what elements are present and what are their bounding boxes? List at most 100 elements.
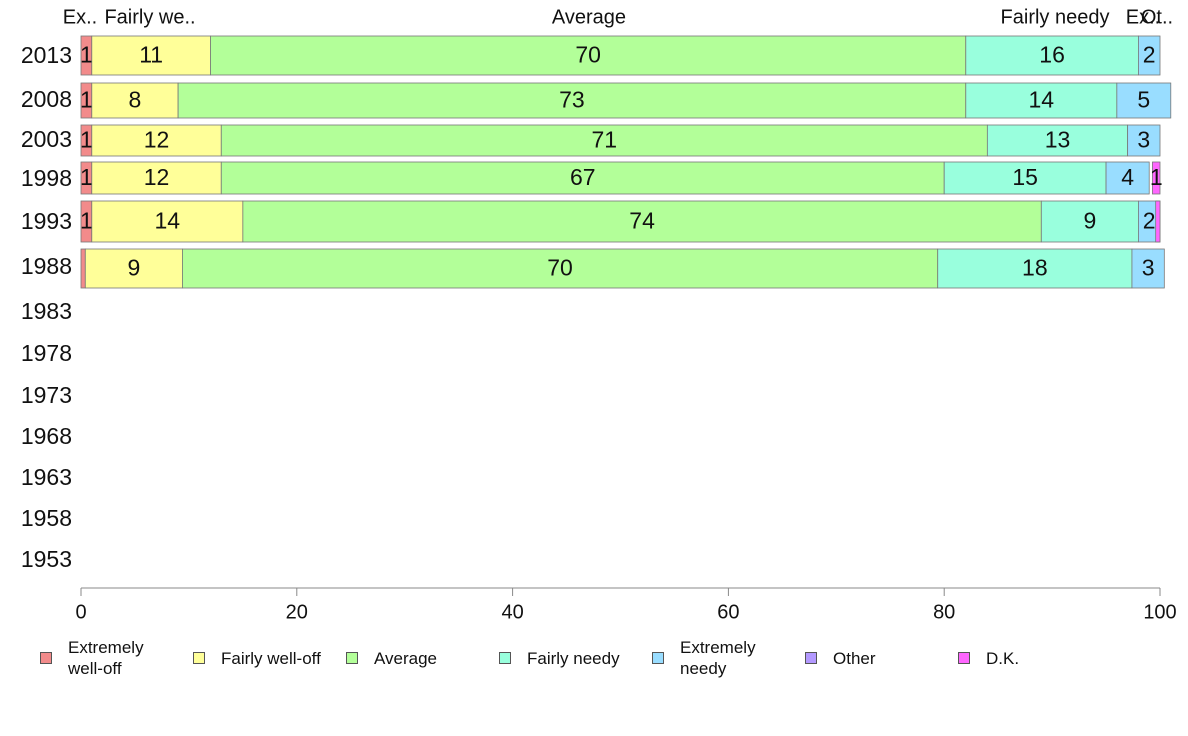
y-tick-label: 1968 <box>21 423 72 449</box>
legend-item: Extremely needy <box>652 636 756 680</box>
stacked-bar-chart: Ex.. Fairly we.. Average Fairly needy Ex..Ot… <box>21 6 1177 623</box>
data-label: 11 <box>139 42 163 68</box>
data-label: 1 <box>80 42 93 68</box>
data-label: 1 <box>1150 164 1163 190</box>
legend-item: Fairly needy <box>499 647 620 669</box>
legend-item: Other <box>805 647 876 669</box>
bar-segment <box>220 124 988 157</box>
x-tick-label: 40 <box>501 601 523 623</box>
bar-segment <box>91 161 222 195</box>
legend-swatch <box>805 652 817 664</box>
data-label: 8 <box>129 87 142 113</box>
top-label: Ot.. <box>1141 6 1173 28</box>
legend-swatch <box>652 652 664 664</box>
y-tick-label: 1983 <box>21 298 72 324</box>
bar-segment <box>91 124 222 157</box>
legend-label: Fairly needy <box>527 648 620 668</box>
bar-segment <box>965 82 1118 119</box>
top-label: Ex.. <box>1126 6 1160 28</box>
data-label: 16 <box>1039 42 1065 68</box>
top-label: Average <box>552 6 626 28</box>
legend-label: Extremely well-off <box>68 638 144 678</box>
y-tick-label: 1963 <box>21 464 72 490</box>
data-label: 4 <box>1121 164 1134 190</box>
data-label: 15 <box>1012 164 1038 190</box>
legend-swatch <box>40 652 52 664</box>
bar-segment <box>220 161 945 195</box>
legend-swatch <box>958 652 970 664</box>
data-label: 73 <box>559 87 585 113</box>
y-tick-label: 1973 <box>21 382 72 408</box>
bar-segment <box>1138 35 1161 76</box>
data-label: 5 <box>1137 87 1150 113</box>
data-label: 9 <box>127 255 140 281</box>
data-label: 3 <box>1137 127 1150 153</box>
top-labels: Ex.. Fairly we.. Average Fairly needy Ex..Ot… <box>63 6 1173 28</box>
data-label: 1 <box>80 127 93 153</box>
legend-label: Fairly well-off <box>221 648 321 668</box>
y-tick-label: 1978 <box>21 340 72 366</box>
x-axis: 0 20 40 60 80 100 <box>75 587 1177 623</box>
legend-item: Extremely well-off <box>40 636 144 680</box>
legend-swatch <box>346 652 358 664</box>
bar-segment <box>986 124 1129 157</box>
x-tick-label: 0 <box>75 601 86 623</box>
data-label: 71 <box>592 127 618 153</box>
legend: Extremely well-off Fairly well-off Average… <box>0 636 1188 686</box>
data-label: 18 <box>1022 255 1048 281</box>
x-tick-label: 100 <box>1143 601 1176 623</box>
legend-label: Average <box>374 648 438 668</box>
data-label: 12 <box>144 127 170 153</box>
legend-item: Fairly well-off <box>193 647 321 669</box>
top-label: Ex.. <box>63 6 97 28</box>
top-label: Fairly we.. <box>104 6 195 28</box>
bar-segment <box>1127 124 1161 157</box>
bar-segment <box>1155 200 1161 243</box>
legend-item: D.K. <box>958 647 1019 669</box>
data-label: 1 <box>80 164 93 190</box>
legend-label: D.K. <box>986 648 1020 668</box>
bar-segment <box>937 248 1133 289</box>
bars: 1 11 70 16 21 8 73 14 51 12 71 13 31 12 67 15 4 11 14 74 9 29… <box>80 35 1172 289</box>
data-label: 2 <box>1143 208 1156 234</box>
top-label: Fairly needy <box>1001 6 1110 28</box>
data-label: 14 <box>1029 87 1055 113</box>
y-tick-label: 1953 <box>21 546 72 572</box>
data-label: 9 <box>1083 208 1096 234</box>
data-label: 70 <box>547 255 573 281</box>
y-tick-label: 1958 <box>21 505 72 531</box>
bar-segment <box>182 248 939 289</box>
data-label: 70 <box>575 42 601 68</box>
y-tick-label: 2003 <box>21 126 72 152</box>
y-tick-label: 2013 <box>21 42 72 68</box>
legend-item: Average <box>346 647 437 669</box>
y-tick-label: 2008 <box>21 86 72 112</box>
x-tick-label: 60 <box>717 601 739 623</box>
bar-segment <box>91 200 244 243</box>
bar-segment <box>80 248 86 289</box>
bar-segment <box>1131 248 1165 289</box>
y-tick-label: 1993 <box>21 208 72 234</box>
data-label: 13 <box>1045 127 1071 153</box>
legend-swatch <box>499 652 511 664</box>
bar-segment <box>91 35 211 76</box>
data-label: 14 <box>155 208 181 234</box>
data-label: 3 <box>1142 255 1155 281</box>
legend-label: Extremely needy <box>680 638 756 678</box>
data-label: 74 <box>629 208 655 234</box>
x-tick-label: 20 <box>286 601 308 623</box>
data-label: 67 <box>570 164 596 190</box>
bar-segment <box>1116 82 1172 119</box>
bar-segment <box>965 35 1139 76</box>
bar-segment <box>1152 161 1161 195</box>
x-tick-label: 80 <box>933 601 955 623</box>
legend-swatch <box>193 652 205 664</box>
data-label: 1 <box>80 87 93 113</box>
bar-segment <box>1105 161 1150 195</box>
y-axis-labels: 2013 2008 2003 1998 1993 1988 1983 1978 1973 1968… <box>21 42 72 572</box>
data-label: 2 <box>1143 42 1156 68</box>
legend-label: Other <box>833 648 876 668</box>
data-label: 12 <box>144 164 170 190</box>
bar-segment <box>943 161 1107 195</box>
y-tick-label: 1998 <box>21 165 72 191</box>
